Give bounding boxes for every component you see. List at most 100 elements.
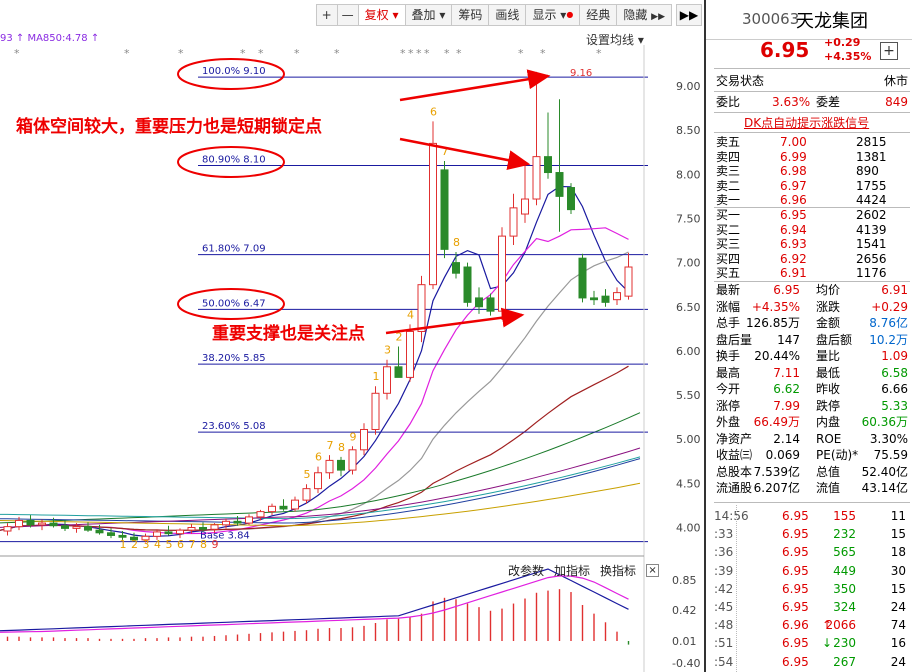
tick-row: :33 6.95 232 15 <box>712 525 912 543</box>
chips-button[interactable]: 筹码 <box>451 4 490 26</box>
bid-volume: 2656 <box>856 251 887 266</box>
bid-volume: 1541 <box>856 237 887 251</box>
edit-params-button[interactable]: 改参数 <box>508 564 545 578</box>
fib-label: Base 3.84 <box>200 531 250 542</box>
annotation-pressure: 箱体空间较大，重要压力也是短期锁定点 <box>16 116 322 137</box>
star-marker: * <box>240 47 246 60</box>
hide-button[interactable]: 隐藏 ▶▶ <box>616 4 672 26</box>
bid-label: 买一 <box>716 208 741 222</box>
draw-line-button[interactable]: 画线 <box>488 4 527 26</box>
add-indicator-button[interactable]: 加指标 <box>554 564 591 578</box>
stat-value: +0.29 <box>871 299 908 314</box>
candle-body <box>394 366 403 378</box>
tick-time: :48 <box>714 618 734 633</box>
dropdown-arrow-icon: ▾ <box>392 8 399 22</box>
add-watchlist-button[interactable]: + <box>880 42 898 60</box>
bid-label: 买五 <box>716 266 741 280</box>
fuquan-button[interactable]: 复权 ▾ <box>357 4 406 26</box>
candle-body <box>498 235 506 312</box>
tick-time: :39 <box>714 563 734 578</box>
bid-price: 6.94 <box>780 222 807 237</box>
tick-time: :36 <box>714 545 734 560</box>
price-axis-label: 9.00 <box>676 80 701 93</box>
arrow-to-resistance <box>399 69 551 102</box>
classic-button[interactable]: 经典 <box>579 4 618 26</box>
sequence-number: 3 <box>384 344 391 357</box>
stat-value: 1.09 <box>881 349 908 363</box>
bid-price: 6.92 <box>780 251 807 266</box>
kline-chart-area[interactable]: * * * * * * * * * * * * * * * * 100.0% 9.10 80.90% 8.10 6… <box>0 0 704 672</box>
stat-row: 收益㈢ 0.069 PE(动)* 75.59 <box>716 447 912 464</box>
stat-label: 均价 <box>816 283 841 297</box>
sequence-number: 1 <box>120 538 127 551</box>
sequence-number: 7 <box>189 538 196 551</box>
indicator-axis-label: -0.40 <box>672 657 700 670</box>
switch-indicator-button[interactable]: 换指标 <box>600 564 637 578</box>
candle-body <box>187 527 196 531</box>
candle-body <box>176 529 184 535</box>
sequence-number: 7 <box>442 145 449 158</box>
stat-label: 换手 <box>716 349 741 363</box>
tick-volume: 2066 <box>825 618 856 633</box>
price-axis-label: 7.00 <box>676 257 701 270</box>
ma-settings-button[interactable]: 设置均线 ▾ <box>586 31 644 48</box>
indicator-axis-label: 0.42 <box>672 604 697 617</box>
tick-price: 6.95 <box>782 545 809 560</box>
candle-body <box>153 531 161 537</box>
candle-body <box>406 330 414 378</box>
tick-volume: 324 <box>833 600 856 614</box>
trade-status-label: 交易状态 <box>716 74 765 88</box>
dk-signal-link[interactable]: DK点自动提示涨跌信号 <box>744 116 870 130</box>
bid-row: 买四 6.92 2656 <box>716 251 906 266</box>
quote-panel: 300063 天龙集团 6.95 +0.29 +4.35% + 交易状态 休市 … <box>704 0 912 672</box>
candle-body <box>72 526 81 529</box>
stat-row: 盘后量 147 盘后额 10.2万 <box>716 332 912 349</box>
star-marker: * <box>124 47 130 60</box>
candle-body <box>222 520 230 526</box>
candle-body <box>118 534 127 538</box>
stat-label: 最新 <box>716 283 741 297</box>
stat-label: 总股本 <box>716 464 753 479</box>
stat-value: 6.62 <box>773 382 800 396</box>
stat-label: 收益㈢ <box>716 448 753 462</box>
close-icon[interactable]: × <box>646 564 660 577</box>
display-button[interactable]: 显示 ▾● <box>525 4 581 26</box>
candle-body <box>440 169 449 250</box>
tick-volume: 565 <box>833 545 856 560</box>
candle-body <box>567 187 575 211</box>
sequence-number: 4 <box>407 308 414 321</box>
tick-volume: 230 <box>833 636 856 651</box>
stat-value: 66.49万 <box>753 415 800 429</box>
ask-label: 卖四 <box>716 149 741 164</box>
trade-status-row: 交易状态 休市 <box>716 72 912 90</box>
zoom-out-button[interactable]: — <box>336 4 359 26</box>
candle-body <box>107 532 115 536</box>
candle-body <box>256 511 265 518</box>
candle-body <box>164 531 173 535</box>
zoom-in-button[interactable]: + <box>315 4 338 26</box>
bid-label: 买三 <box>716 237 741 251</box>
tick-row: :42 6.95 350 15 <box>712 580 912 598</box>
stat-row: 外盘 66.49万 内盘 60.36万 <box>716 414 912 431</box>
candle-body <box>245 516 253 524</box>
chart-toolbar: + — 复权 ▾ 叠加 ▾ 筹码 画线 显示 ▾● 经典 隐藏 ▶▶ <box>315 4 672 26</box>
candle-body <box>463 266 472 303</box>
red-ellipse <box>177 288 285 320</box>
overlay-button[interactable]: 叠加 ▾ <box>404 4 453 26</box>
stat-label: 涨幅 <box>716 299 741 314</box>
sequence-number: 7 <box>327 439 334 452</box>
sequence-number: 5 <box>304 468 311 481</box>
scroll-right-button[interactable]: ▶▶ <box>676 4 702 26</box>
stock-code: 300063 <box>742 10 800 28</box>
annotation-support: 重要支撑也是关注点 <box>212 323 365 344</box>
candle-body <box>555 172 564 197</box>
stat-value: 6.58 <box>881 365 908 380</box>
bid-row: 买二 6.94 4139 <box>716 222 906 237</box>
star-marker: * <box>178 47 184 60</box>
candle-body <box>509 207 518 237</box>
ask-price: 7.00 <box>780 135 807 149</box>
tick-time: :42 <box>714 581 734 596</box>
ma500-line <box>0 447 641 528</box>
stat-row: 涨幅 +4.35% 涨跌 +0.29 <box>716 299 912 316</box>
